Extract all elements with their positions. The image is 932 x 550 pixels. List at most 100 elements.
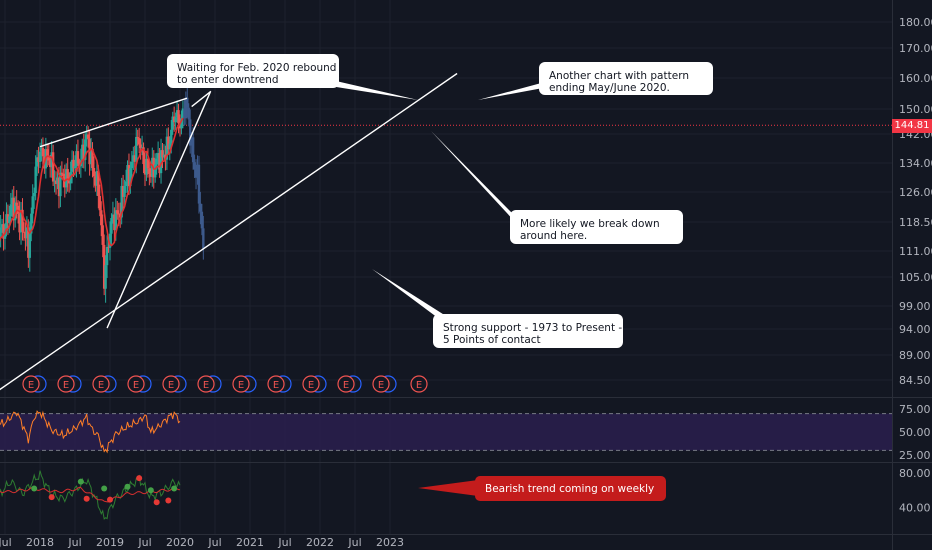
candle-body [9,204,13,217]
annotation-strong-support-line-2: 5 Points of contact [443,334,541,346]
candle-body [146,158,150,169]
candle-body [81,144,84,161]
candle-body [97,171,100,197]
earnings-marker-circle [92,375,110,393]
candle-body [59,172,62,197]
candle-body [194,169,198,178]
rsi-band [0,413,892,451]
callout-tail-bearish [418,480,478,496]
candle-body [89,148,93,165]
time-axis-label: Jul [277,536,291,549]
earnings-marker-label: E [416,380,422,391]
trend-green-dot [171,485,178,492]
candle-body [27,227,30,258]
candle-body [168,143,171,150]
earnings-marker: E [410,375,428,393]
candle-body [49,160,52,168]
earnings-marker-label: E [28,380,34,391]
time-axis-label: Jul [67,536,81,549]
candle-body [162,154,166,158]
earnings-marker-label: E [378,380,384,391]
trend-green-dot [77,478,84,485]
candle-body [133,155,136,162]
candle-body [56,177,59,185]
candle-body [62,173,65,177]
price-axis-label: 118.50 [899,216,932,229]
candle-body [34,166,37,193]
trend-axis-label: 40.00 [899,501,931,514]
candle-body [130,161,134,169]
candle-body [189,119,192,146]
candle-body [25,227,29,239]
candle-body [51,152,55,182]
candle-body [113,214,116,231]
annotation-break-down-line-2: around here. [520,230,588,242]
candle-body [2,224,5,239]
time-axis-label: 2018 [26,536,54,549]
candle-body [50,152,53,168]
candle-body [32,192,36,197]
candle-body [156,153,160,159]
callout-tail-feb [323,78,418,100]
earnings-marker-circle [302,375,320,393]
candle-body [181,108,185,119]
earnings-marker: E [267,375,292,393]
candle-body [41,147,45,157]
candle-body [123,185,126,198]
candle-body [183,108,186,119]
candle-body [196,164,199,178]
last-price-badge: 144.81 [892,119,932,133]
upper-wedge-line [39,97,188,148]
candle-body [85,134,88,140]
earnings-marker-circle [232,375,250,393]
trend-axis-label: 80.00 [899,467,931,480]
lower-wedge-line [106,91,211,329]
candle-body [140,147,144,149]
price-axis-label: 84.50 [899,374,931,387]
candle-body [178,123,182,129]
candle-body [135,136,138,162]
price-axis-label: 111.00 [899,245,932,258]
candle-body [14,202,17,221]
candle-body [8,216,11,223]
candle-body [124,181,128,186]
candle-body [95,171,99,186]
candle-body [159,150,163,174]
time-axis-label: 2023 [376,536,404,549]
moving-average-line [0,117,184,247]
earnings-marker: E [337,375,362,393]
annotation-break-down: More likely we break down around here. [510,210,683,244]
candle-body [12,197,15,221]
trend-series-line [0,470,181,520]
candle-body [47,156,50,161]
candle-body [175,110,179,118]
trend-series-line [0,486,181,503]
candle-body [126,165,129,182]
candle-body [6,214,10,223]
earnings-marker-circle [410,375,428,393]
earnings-marker-label: E [203,380,209,391]
trend-red-dot [107,496,113,503]
candle-body [72,159,75,169]
candle-body [191,137,195,163]
price-axis-label: 180.00 [899,16,932,29]
price-axis-label: 170.00 [899,42,932,55]
candle-body [121,185,125,198]
candle-body [5,214,8,231]
trend-red-dot [83,495,90,502]
candle-body [54,180,58,185]
price-axis-label: 94.00 [899,323,931,336]
candle-body [67,180,71,184]
candle-body [184,97,188,119]
candle-body [70,159,74,172]
candle-body [117,213,120,215]
candle-body [91,148,94,168]
candle-body [75,151,78,166]
candle-body [105,246,109,266]
earnings-marker: E [57,375,82,393]
candle-body [155,158,158,165]
candle-body [11,197,14,205]
candle-body [40,147,43,152]
candle-body [28,233,31,258]
